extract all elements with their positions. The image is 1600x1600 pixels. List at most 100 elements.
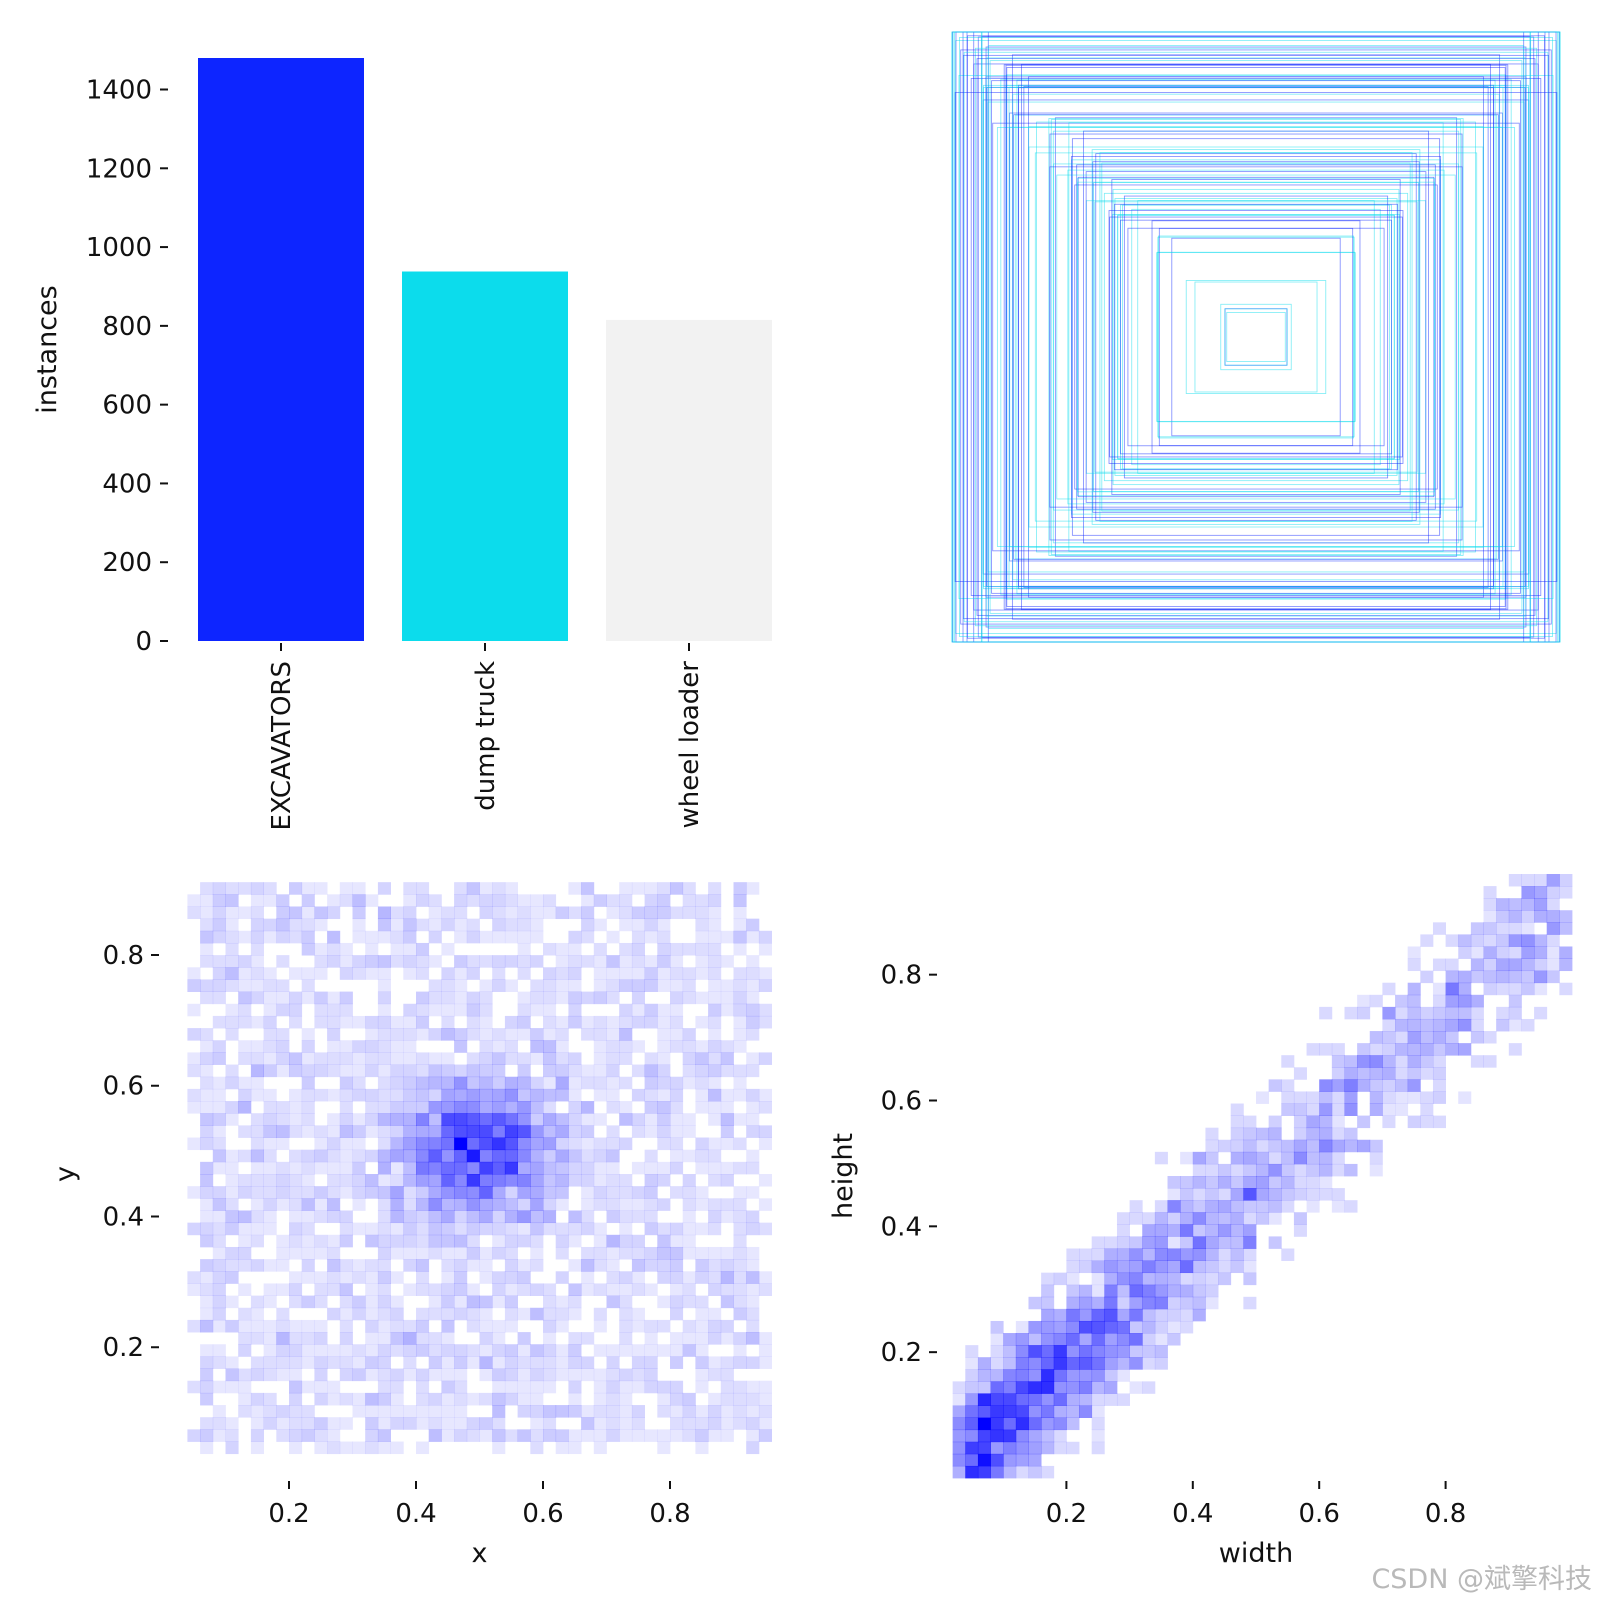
heat-cell xyxy=(504,882,518,895)
box-outline xyxy=(1050,119,1462,555)
heat-cell xyxy=(555,955,569,968)
heat-cell xyxy=(416,1392,430,1406)
heat-cell xyxy=(416,1015,430,1029)
heat-cell xyxy=(441,1125,455,1138)
box-outline xyxy=(1085,171,1427,503)
heat-cell xyxy=(758,1380,772,1394)
heat-cell xyxy=(365,1307,379,1321)
heat-cell xyxy=(212,1101,226,1114)
heat-cell xyxy=(212,1125,226,1138)
heat-cell xyxy=(250,1210,264,1224)
heat-cell xyxy=(492,1234,506,1248)
heat-cell xyxy=(301,918,315,932)
heat-cell xyxy=(1230,1212,1244,1225)
heat-cell xyxy=(289,882,303,895)
heat-cell xyxy=(657,979,671,992)
heat-cell xyxy=(1066,1248,1080,1261)
heat-cell xyxy=(390,1307,404,1321)
heat-cell xyxy=(581,1101,595,1114)
heat-cell xyxy=(200,918,214,932)
heat-cell xyxy=(657,1234,671,1248)
heat-cell xyxy=(212,1307,226,1321)
box-outline xyxy=(1023,85,1489,589)
heat-cell xyxy=(1268,1212,1282,1225)
heat-cell xyxy=(1331,1163,1345,1177)
heat-cell xyxy=(250,1125,264,1138)
heat-cell xyxy=(606,979,620,992)
heat-cell xyxy=(1041,1393,1055,1406)
heat-cell xyxy=(631,1259,645,1272)
heat-cell xyxy=(327,1028,341,1041)
heat-cell xyxy=(530,894,544,907)
heat-cell xyxy=(200,1283,214,1296)
heat-cell xyxy=(454,1271,468,1284)
heat-cell xyxy=(644,955,658,968)
heat-cell xyxy=(1205,1296,1219,1310)
heat-cell xyxy=(581,1028,595,1041)
heat-cell xyxy=(1483,1031,1497,1044)
heat-cell xyxy=(1154,1272,1168,1286)
heat-cell xyxy=(365,1028,379,1041)
heat-cell xyxy=(200,955,214,968)
heat-cell xyxy=(314,967,328,980)
heat-cell xyxy=(492,1356,506,1369)
heat-cell xyxy=(428,1052,442,1065)
heat-cell xyxy=(1420,1031,1434,1044)
heat-cell xyxy=(1192,1163,1206,1177)
heat-cell xyxy=(1154,1320,1168,1334)
heat-cell xyxy=(708,1088,722,1102)
heat-cell xyxy=(428,1137,442,1151)
heat-cell xyxy=(695,1015,709,1029)
heat-cell xyxy=(250,1429,264,1442)
heat-cell xyxy=(670,1003,684,1017)
heat-cell xyxy=(1230,1260,1244,1274)
heat-cell xyxy=(1079,1405,1093,1418)
heat-cell xyxy=(1205,1212,1219,1225)
heat-cell xyxy=(952,1381,966,1394)
heat-cell xyxy=(1319,1006,1333,1020)
heat-cell xyxy=(530,1222,544,1236)
heat-cell xyxy=(644,1356,658,1369)
heat-cell xyxy=(225,1429,239,1442)
heat-cell xyxy=(568,1441,582,1455)
heat-cell xyxy=(250,1088,264,1102)
heat-cell xyxy=(314,1161,328,1175)
heat-cell xyxy=(466,930,480,944)
heat-cell xyxy=(733,1137,747,1151)
heat-cell xyxy=(1180,1224,1194,1237)
heat-cell xyxy=(1167,1296,1181,1310)
heat-cell xyxy=(1521,946,1535,959)
heat-cell xyxy=(200,1234,214,1248)
heat-cell xyxy=(733,1076,747,1090)
heat-cell xyxy=(682,1174,696,1187)
heat-cell xyxy=(708,906,722,920)
heat-cell xyxy=(504,930,518,944)
heat-cell xyxy=(517,1015,531,1029)
heat-cell xyxy=(720,1113,734,1126)
heat-cell xyxy=(1268,1079,1282,1092)
heat-cell xyxy=(504,1222,518,1236)
heat-cell xyxy=(1053,1417,1067,1431)
heat-cell xyxy=(200,1088,214,1102)
heat-cell xyxy=(352,1174,366,1187)
heat-cell xyxy=(276,1405,290,1418)
heat-cell xyxy=(428,1392,442,1406)
heat-cell xyxy=(352,1295,366,1309)
heat-cell xyxy=(555,1246,569,1260)
heat-cell xyxy=(492,1417,506,1430)
heat-cell xyxy=(543,991,557,1005)
heat-cell xyxy=(1293,1115,1307,1129)
heat-cell xyxy=(352,882,366,895)
heat-cell xyxy=(555,967,569,980)
heat-cell xyxy=(517,942,531,956)
heat-cell xyxy=(250,1222,264,1236)
xy-heatmap: 0.2 0.4 0.6 0.80.20.40.60.8xy xyxy=(50,882,772,1569)
heat-cell xyxy=(212,1076,226,1090)
heat-cell xyxy=(606,930,620,944)
heat-cell xyxy=(1142,1345,1156,1358)
heat-cell xyxy=(1445,1043,1459,1056)
heat-cell xyxy=(454,906,468,920)
heat-cell xyxy=(977,1453,991,1467)
heat-cell xyxy=(1041,1417,1055,1431)
heat-cell xyxy=(593,942,607,956)
